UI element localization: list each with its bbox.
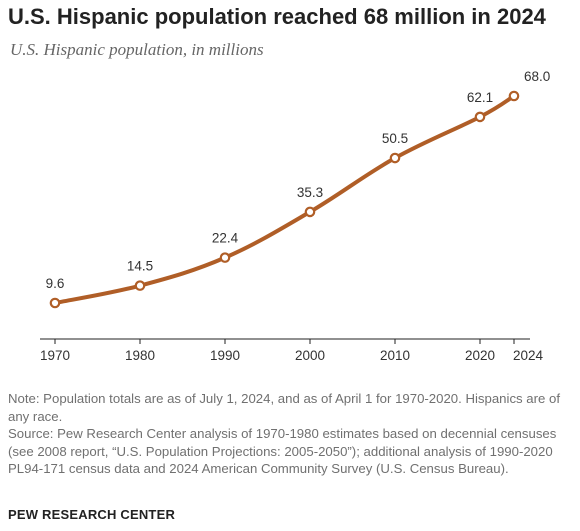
x-tick-label: 2000 xyxy=(295,348,325,363)
data-point xyxy=(474,111,486,123)
data-label: 35.3 xyxy=(297,185,323,200)
data-label: 50.5 xyxy=(382,131,408,146)
x-tick-label: 2024 xyxy=(513,348,544,363)
data-point xyxy=(49,297,61,309)
x-tick-label: 1970 xyxy=(40,348,70,363)
data-label: 68.0 xyxy=(524,69,550,84)
data-points xyxy=(49,90,520,309)
data-point xyxy=(508,90,520,102)
footer-credit: PEW RESEARCH CENTER xyxy=(8,507,176,522)
line-chart: 1970 1980 1990 2000 2010 2020 2024 9.6 14.5 22.4… xyxy=(40,69,551,363)
chart-title: U.S. Hispanic population reached 68 mill… xyxy=(8,4,546,29)
data-label: 62.1 xyxy=(467,90,493,105)
x-tick-label: 2020 xyxy=(465,348,495,363)
data-labels: 9.6 14.5 22.4 35.3 50.5 62.1 68.0 xyxy=(46,69,551,291)
series-line xyxy=(53,94,516,305)
x-tick-label: 2010 xyxy=(380,348,410,363)
data-point xyxy=(134,280,146,291)
data-label: 9.6 xyxy=(46,276,65,291)
data-point xyxy=(304,206,316,218)
chart-source: Source: Pew Research Center analysis of … xyxy=(8,426,557,476)
series-line-layer xyxy=(53,94,516,305)
data-label: 22.4 xyxy=(212,231,239,246)
chart-note: Note: Population totals are as of July 1… xyxy=(8,391,561,424)
chart-subtitle: U.S. Hispanic population, in millions xyxy=(10,40,264,59)
data-point xyxy=(219,252,231,263)
data-point xyxy=(389,152,401,164)
notes-block: Note: Population totals are as of July 1… xyxy=(8,390,563,478)
data-label: 14.5 xyxy=(127,259,153,274)
x-tick-label: 1980 xyxy=(125,348,155,363)
x-axis: 1970 1980 1990 2000 2010 2020 2024 xyxy=(40,338,544,363)
x-tick-label: 1990 xyxy=(210,348,240,363)
